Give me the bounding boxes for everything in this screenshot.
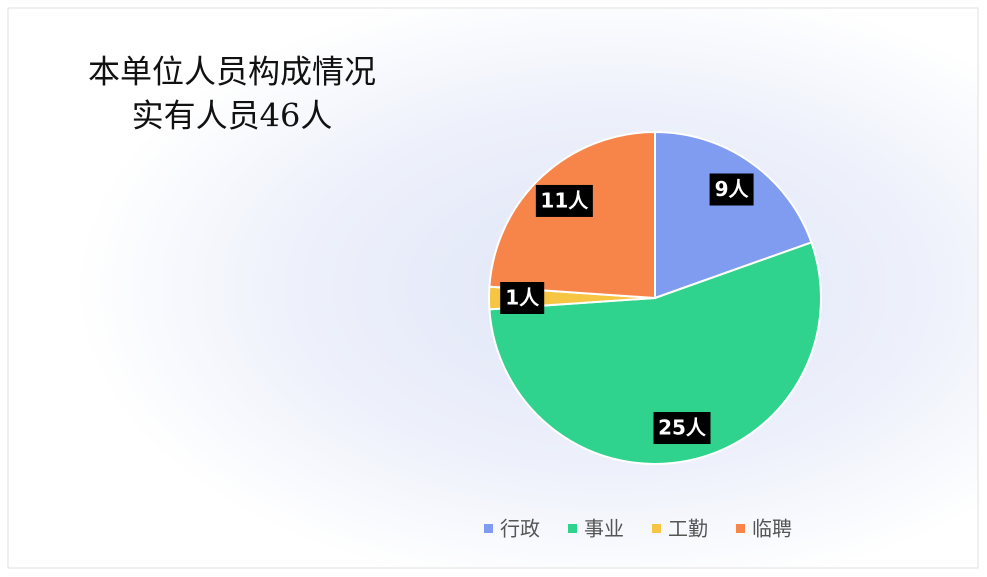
- data-label-box: [653, 412, 711, 445]
- legend-swatch: [484, 524, 493, 533]
- pie-slice: [488, 241, 822, 465]
- data-label-text: 25人: [658, 416, 707, 440]
- data-label-text: 11人: [540, 188, 589, 212]
- chart-subtitle: 实有人员46人: [132, 97, 333, 135]
- legend-swatch: [652, 524, 661, 533]
- data-label: 9人: [709, 173, 754, 206]
- data-label-box: [535, 184, 593, 217]
- data-label: 1人: [500, 282, 545, 314]
- legend-label: 行政: [500, 517, 540, 541]
- chart-title: 本单位人员构成情况: [88, 53, 376, 91]
- legend-label: 事业: [584, 517, 624, 541]
- data-label: 11人: [535, 184, 593, 217]
- data-label-box: [500, 282, 545, 314]
- legend-label: 工勤: [668, 517, 708, 541]
- legend-swatch: [568, 524, 577, 533]
- data-label-text: 9人: [715, 177, 750, 201]
- data-label-box: [709, 173, 754, 206]
- data-label: 25人: [653, 412, 711, 445]
- data-label-text: 1人: [505, 286, 540, 310]
- legend-swatch: [736, 524, 745, 533]
- pie-slice: [654, 130, 813, 300]
- legend-label: 临聘: [752, 517, 792, 541]
